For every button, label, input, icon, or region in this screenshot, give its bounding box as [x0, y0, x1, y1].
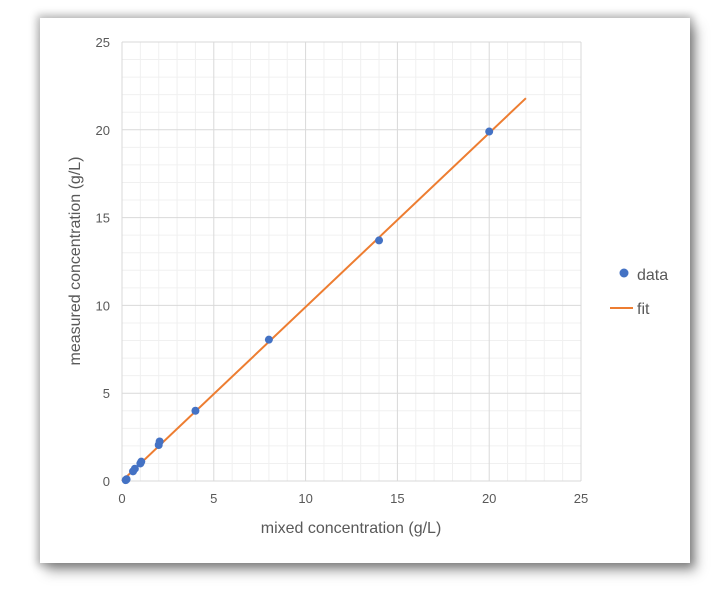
y-tick-label: 0 [103, 474, 110, 489]
data-point [137, 457, 146, 466]
y-tick-label: 20 [96, 123, 110, 138]
data-point [375, 236, 384, 245]
x-axis-title: mixed concentration (g/L) [261, 520, 442, 537]
minor-gridlines [122, 42, 581, 481]
y-tick-label: 15 [96, 211, 110, 226]
y-tick-label: 5 [103, 386, 110, 401]
x-tick-label: 20 [482, 491, 496, 506]
x-tick-label: 25 [574, 491, 588, 506]
legend-marker-data [619, 268, 629, 278]
y-tick-label: 10 [96, 298, 110, 313]
x-tick-label: 10 [298, 491, 312, 506]
x-tick-label: 15 [390, 491, 404, 506]
data-point [155, 437, 164, 446]
y-axis-title: measured concentration (g/L) [67, 157, 84, 366]
x-tick-label: 0 [118, 491, 125, 506]
x-axis-ticks: 0 5 10 15 20 25 [118, 491, 588, 506]
data-point [130, 464, 139, 473]
x-tick-label: 5 [210, 491, 217, 506]
data-point [264, 335, 273, 344]
scatter-chart: 0 5 10 15 20 25 0 5 10 15 20 25 mixed concentratio… [67, 35, 668, 537]
major-gridlines [121, 41, 582, 482]
data-point [122, 475, 131, 484]
y-tick-label: 25 [96, 35, 110, 50]
legend-label-data: data [637, 267, 668, 284]
fit-line [121, 97, 527, 482]
data-point [191, 406, 200, 415]
data-point [485, 127, 494, 136]
series-layer [121, 97, 527, 485]
y-axis-ticks: 0 5 10 15 20 25 [96, 35, 110, 489]
chart-frame: 0 5 10 15 20 25 0 5 10 15 20 25 mixed concentratio… [40, 18, 690, 563]
legend-label-fit: fit [637, 301, 650, 318]
legend: data fit [610, 267, 668, 318]
